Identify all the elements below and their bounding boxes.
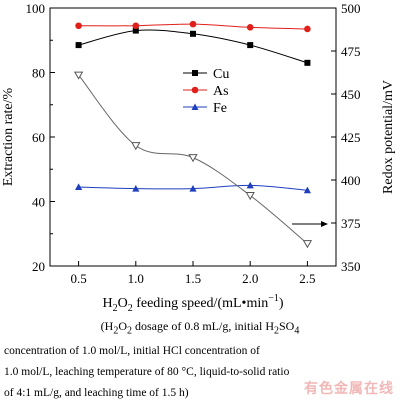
data-point-fe (189, 185, 197, 192)
caption-line-3: 1.0 mol/L, leaching temperature of 80 °C… (4, 366, 290, 379)
y2-tick-label: 375 (341, 216, 361, 231)
data-point-as (246, 24, 254, 31)
watermark-logo: 有色金属在线 (304, 381, 394, 397)
data-point-fe (132, 185, 140, 192)
axes-ticks (50, 7, 336, 267)
data-point-cu (304, 59, 311, 66)
data-point-as (75, 22, 82, 30)
x-tick-label: 2.5 (299, 271, 315, 286)
y-axis-label: Extraction rate/% (1, 87, 16, 186)
data-point-as (304, 25, 311, 33)
x-tick-label: 1.0 (128, 271, 144, 286)
y2-axis-label: Redox potential/mV (381, 80, 396, 194)
data-point-redox (302, 240, 313, 249)
series-markers (73, 20, 313, 249)
x-tick-label: 2.0 (242, 271, 258, 286)
data-point-redox (188, 154, 198, 163)
x-tick-label: 1.5 (185, 271, 201, 286)
figure-caption: (H2O2 dosage of 0.8 mL/g, initial H2SO4 … (0, 316, 400, 404)
y-tick-label: 100 (26, 1, 46, 16)
legend-fe-label: Fe (213, 101, 227, 116)
caption-line-2: concentration of 1.0 mol/L, initial HCl … (4, 345, 260, 358)
data-point-as (189, 20, 197, 28)
data-point-cu (132, 27, 139, 34)
y-tick-label: 60 (32, 130, 45, 145)
caption-line-4: of 4:1 mL/g, and leaching time of 1.5 h) (4, 387, 189, 400)
legend-as-marker (191, 86, 199, 94)
y-tick-label: 80 (32, 66, 45, 81)
right-axis-arrow (292, 221, 328, 227)
data-point-fe (303, 186, 311, 194)
chart: 0.5 1.0 1.5 2.0 2.5 20 40 60 80 100 350 375 400 425 45… (1, 1, 396, 314)
y-tick-label: 40 (32, 195, 45, 210)
data-point-redox (73, 71, 84, 80)
y2-tick-label: 400 (341, 173, 361, 188)
data-point-redox (131, 142, 141, 151)
y-tick-label: 20 (32, 259, 45, 274)
data-point-fe (75, 183, 83, 190)
x-tick-label: 0.5 (70, 271, 86, 286)
data-point-fe (246, 181, 254, 189)
y2-tick-label: 450 (341, 87, 361, 102)
y2-tick-label: 425 (341, 130, 361, 145)
caption-line-1: (H2O2 dosage of 0.8 mL/g, initial H2SO4 (100, 319, 300, 337)
x-axis-label: H2O2 feeding speed/(mL•min−1) (102, 293, 283, 314)
data-point-cu (75, 42, 82, 49)
plot-frame (49, 7, 337, 267)
y2-tick-label: 500 (341, 1, 361, 16)
y2-tick-label: 475 (341, 44, 361, 59)
tick-labels: 0.5 1.0 1.5 2.0 2.5 20 40 60 80 100 350 375 400 425 45… (26, 1, 361, 286)
legend-cu-marker (192, 70, 198, 76)
legend: Cu As Fe (183, 67, 229, 116)
series-lines (78, 23, 308, 245)
data-point-cu (247, 42, 254, 49)
legend-cu-label: Cu (213, 67, 229, 82)
legend-as-label: As (213, 84, 229, 99)
y2-tick-label: 350 (341, 259, 361, 274)
legend-fe-marker (191, 103, 199, 110)
data-point-as (132, 22, 140, 30)
data-point-cu (190, 30, 196, 37)
data-point-redox (245, 191, 255, 201)
